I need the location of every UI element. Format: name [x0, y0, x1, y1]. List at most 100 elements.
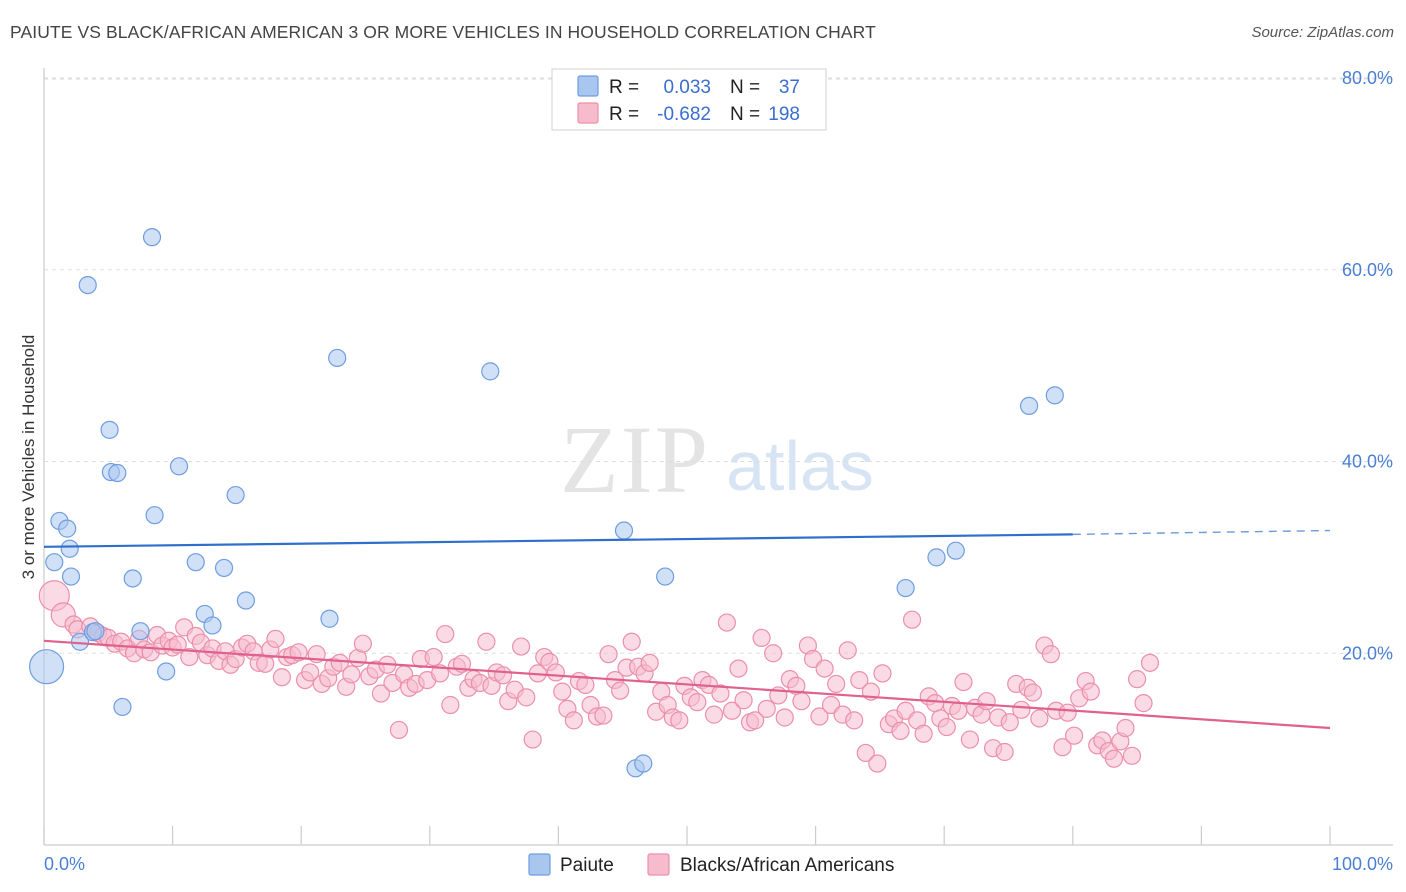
black-point	[734, 691, 753, 710]
source-note: Source: ZipAtlas.com	[1251, 24, 1394, 41]
black-point	[810, 707, 829, 726]
black-point	[353, 634, 373, 653]
black-series-points	[38, 580, 1160, 773]
black-point	[1122, 746, 1142, 765]
black-point	[850, 670, 869, 690]
watermark-atlas: atlas	[726, 427, 874, 505]
black-point	[1081, 682, 1100, 701]
black-point	[441, 695, 460, 715]
black-point	[1030, 709, 1049, 728]
black-point	[746, 711, 765, 730]
black-point	[1140, 653, 1160, 672]
black-point	[436, 624, 455, 644]
black-point	[512, 637, 531, 656]
bottom-legend-label-paiute: Paiute	[560, 855, 614, 876]
paiute-point	[186, 553, 205, 572]
paiute-point	[157, 662, 176, 681]
paiute-point	[86, 622, 105, 641]
paiute-point	[481, 362, 500, 381]
black-point	[960, 730, 980, 749]
black-point	[477, 632, 496, 651]
black-point	[717, 613, 736, 632]
black-point	[1058, 703, 1077, 722]
paiute-point	[226, 485, 245, 505]
paiute-trend-line-extension	[1072, 529, 1331, 536]
black-point	[640, 653, 659, 672]
legend-swatch-paiute	[577, 75, 599, 97]
black-point	[599, 645, 618, 664]
y-axis-title: 3 or more Vehicles in Household	[19, 335, 38, 580]
black-point	[902, 610, 922, 629]
black-point	[722, 701, 742, 720]
paiute-series-points	[28, 228, 1064, 778]
black-point	[1104, 749, 1124, 768]
black-trend-line	[43, 639, 1331, 730]
black-point	[389, 720, 409, 740]
black-point	[937, 717, 956, 737]
paiute-point	[1045, 386, 1064, 405]
black-point	[757, 699, 776, 718]
black-point	[688, 693, 707, 712]
paiute-point	[60, 539, 79, 558]
black-point	[856, 743, 875, 763]
black-point	[838, 641, 857, 660]
black-point	[289, 643, 308, 662]
black-point	[342, 665, 361, 684]
trend-lines	[43, 529, 1331, 730]
black-point	[729, 659, 748, 678]
paiute-point	[656, 567, 675, 586]
x-ticks	[43, 826, 1331, 845]
black-point	[873, 664, 892, 683]
gridlines	[44, 77, 1393, 654]
black-point	[330, 653, 349, 672]
black-point	[1023, 683, 1043, 702]
paiute-point	[142, 228, 162, 247]
legend-r-label-2: R =	[609, 104, 639, 125]
black-point	[792, 692, 811, 711]
black-point	[1127, 670, 1147, 689]
black-point	[576, 675, 595, 694]
black-point	[272, 668, 292, 687]
y-tick-label-60: 60.0%	[1342, 260, 1393, 280]
paiute-point	[45, 553, 64, 572]
black-point	[845, 711, 864, 730]
legend-swatch-black	[577, 102, 599, 124]
black-point	[995, 742, 1014, 762]
black-point	[670, 711, 689, 730]
black-point	[266, 629, 285, 648]
paiute-point	[896, 578, 915, 598]
black-point	[764, 644, 783, 663]
y-tick-label-80: 80.0%	[1342, 68, 1393, 88]
black-point	[914, 724, 933, 743]
paiute-point	[145, 506, 164, 525]
black-point	[1053, 738, 1072, 757]
black-point	[949, 701, 968, 720]
black-point	[1064, 726, 1084, 745]
chart-title: PAIUTE VS BLACK/AFRICAN AMERICAN 3 OR MO…	[10, 22, 876, 42]
black-point	[517, 688, 536, 707]
black-point	[424, 647, 443, 667]
legend-box: R = 0.033 N = 37 R = -0.682 N = 198	[551, 68, 827, 131]
legend-r-value-1: 0.033	[663, 77, 711, 98]
black-point	[891, 721, 910, 741]
bottom-legend-swatch-black	[647, 853, 670, 876]
paiute-point	[169, 457, 189, 476]
bottom-legend-label-black: Blacks/African Americans	[680, 855, 894, 876]
paiute-point	[28, 649, 65, 685]
paiute-point	[131, 622, 150, 641]
legend-r-value-2: -0.682	[657, 104, 711, 125]
legend-r-label-1: R =	[609, 77, 639, 98]
x-tick-label-0: 0.0%	[44, 854, 85, 874]
black-point	[611, 681, 630, 700]
legend-n-value-1: 37	[779, 77, 800, 98]
legend-n-label-1: N =	[730, 77, 760, 98]
black-point	[371, 684, 391, 703]
watermark: ZIP atlas	[560, 406, 874, 513]
black-point	[430, 664, 450, 683]
black-point	[827, 674, 846, 694]
paiute-point	[78, 275, 97, 295]
paiute-point	[214, 558, 234, 578]
x-tick-label-100: 100.0%	[1332, 854, 1393, 874]
black-point	[1041, 645, 1061, 664]
black-point	[815, 659, 834, 678]
